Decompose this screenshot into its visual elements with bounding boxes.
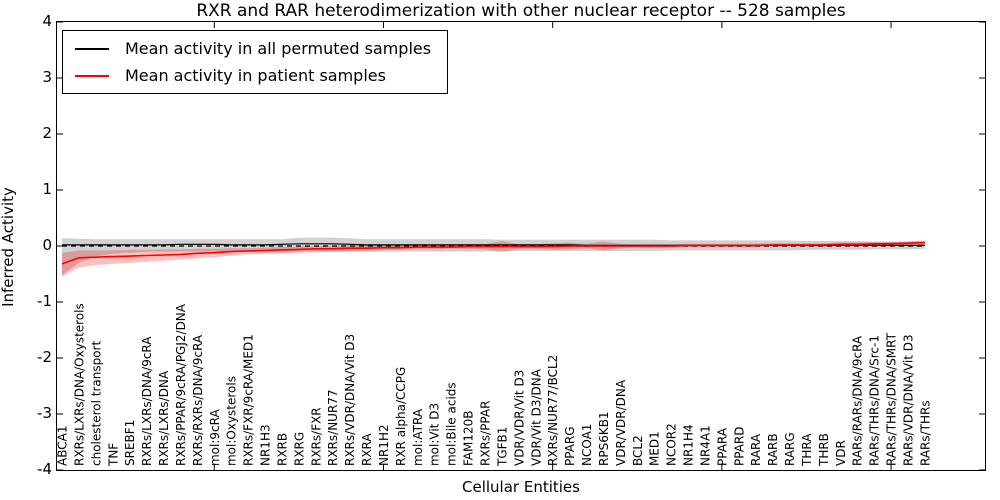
x-tick-label: PPARD — [732, 427, 746, 467]
x-tick-label: NR1H3 — [259, 424, 273, 466]
y-tick-label: 0 — [42, 236, 52, 254]
x-tick-label: THRB — [817, 433, 831, 467]
x-tick-label: VDR/VDR/DNA — [614, 379, 628, 466]
y-tick-label: -4 — [37, 460, 52, 478]
y-axis-label: Inferred Activity — [0, 187, 17, 307]
x-tick-label: BCL2 — [631, 435, 645, 466]
legend: Mean activity in all permuted samples Me… — [62, 30, 449, 94]
y-axis-ticks: 4 3 2 1 0 -1 -2 -3 -4 — [0, 0, 52, 500]
x-tick-label: mol:Bile acids — [445, 382, 459, 466]
x-tick-label: RARs/THRs/DNA/SMRT — [885, 332, 899, 466]
x-tick-label: RARs/THRs/DNA/Src-1 — [868, 335, 882, 466]
y-tick-label: 1 — [42, 180, 52, 198]
x-tick-label: VDR — [834, 440, 848, 466]
plot-area: ABCA1 RXRs/LXRs/DNA/Oxysterols cholesterol… — [56, 21, 986, 471]
x-tick-label: RXRs/PPAR/9cRA/PGJ2/DNA — [174, 303, 188, 466]
x-axis-label: Cellular Entities — [462, 478, 580, 496]
x-tick-label: RXRB — [275, 433, 289, 466]
x-tick-label: RXRs/RXRs/DNA/9cRA — [191, 334, 205, 466]
x-tick-label: NCOA1 — [580, 424, 594, 466]
y-tick-label: -1 — [37, 292, 52, 310]
mean-line-patient — [61, 241, 925, 265]
legend-label-permuted: Mean activity in all permuted samples — [125, 39, 432, 58]
legend-item-patient: Mean activity in patient samples — [75, 66, 431, 85]
x-tick-label: RARG — [783, 432, 797, 466]
plot-canvas: ABCA1 RXRs/LXRs/DNA/Oxysterols cholesterol… — [57, 22, 985, 470]
x-tick-label: PPARA — [715, 427, 729, 466]
x-tick-label: RXR alpha/CCPG — [394, 367, 408, 466]
x-tick-label: RARA — [749, 433, 763, 466]
x-tick-label: SREBF1 — [123, 420, 137, 466]
x-tick-label: VDR/Vit D3/DNA — [529, 368, 543, 466]
x-tick-label: mol:Oxysterols — [225, 376, 239, 466]
x-tick-label: MED1 — [648, 431, 662, 466]
legend-line-patient-icon — [75, 74, 109, 77]
x-tick-label: mol:9cRA — [208, 409, 222, 466]
x-tick-label: PPARG — [563, 426, 577, 466]
legend-line-permuted-icon — [75, 47, 109, 50]
x-tick-label: RARs/THRs — [918, 400, 932, 466]
x-tick-label: cholesterol transport — [89, 340, 103, 466]
x-tick-label: RXRs/LXRs/DNA — [157, 370, 171, 466]
legend-label-patient: Mean activity in patient samples — [125, 66, 386, 85]
y-tick-label: 4 — [42, 12, 52, 30]
x-tick-label: NCOR2 — [665, 423, 679, 466]
x-tick-label: NR1H2 — [377, 424, 391, 466]
x-tick-label: NR1H4 — [682, 424, 696, 466]
x-tick-label: RXRs/LXRs/DNA/Oxysterols — [72, 303, 86, 466]
x-tick-label: RARs/RARs/DNA/9cRA — [851, 335, 865, 466]
x-tick-label: RARs/VDR/DNA/Vit D3 — [902, 334, 916, 466]
x-tick-label: RXRs/PPAR — [479, 401, 493, 466]
chart-title: RXR and RAR heterodimerization with othe… — [196, 1, 846, 21]
x-tick-label: RXRs/FXR/9cRA/MED1 — [242, 334, 256, 466]
x-tick-label: THRA — [800, 433, 814, 467]
x-tick-label: RXRA — [360, 433, 374, 466]
x-tick-label: RXRs/VDR/DNA/Vit D3 — [343, 334, 357, 466]
y-tick-label: 3 — [42, 68, 52, 86]
x-tick-label: mol:Vit D3 — [428, 403, 442, 466]
x-tick-label: RXRs/FXR — [309, 407, 323, 466]
band-permuted — [62, 237, 925, 276]
x-tick-label: RXRs/NUR77/BCL2 — [546, 355, 560, 466]
x-tick-label: VDR/VDR/Vit D3 — [512, 370, 526, 466]
y-tick-label: -2 — [37, 348, 52, 366]
x-tick-label: FAM120B — [462, 411, 476, 467]
y-tick-label: -3 — [37, 404, 52, 422]
x-tick-label: RPS6KB1 — [597, 411, 611, 466]
x-tick-label: TGFB1 — [495, 427, 509, 467]
x-tick-label: RXRG — [292, 432, 306, 466]
x-tick-label: TNF — [106, 443, 120, 467]
x-tick-label: RXRs/NUR77 — [326, 389, 340, 466]
legend-item-permuted: Mean activity in all permuted samples — [75, 39, 431, 58]
x-tick-label: mol:ATRA — [411, 408, 425, 466]
y-tick-label: 2 — [42, 124, 52, 142]
x-tick-label: RARB — [766, 433, 780, 466]
x-tick-label: RXRs/LXRs/DNA/9cRA — [140, 336, 154, 466]
x-tick-label: NR4A1 — [698, 425, 712, 466]
x-tick-label: ABCA1 — [57, 426, 70, 466]
